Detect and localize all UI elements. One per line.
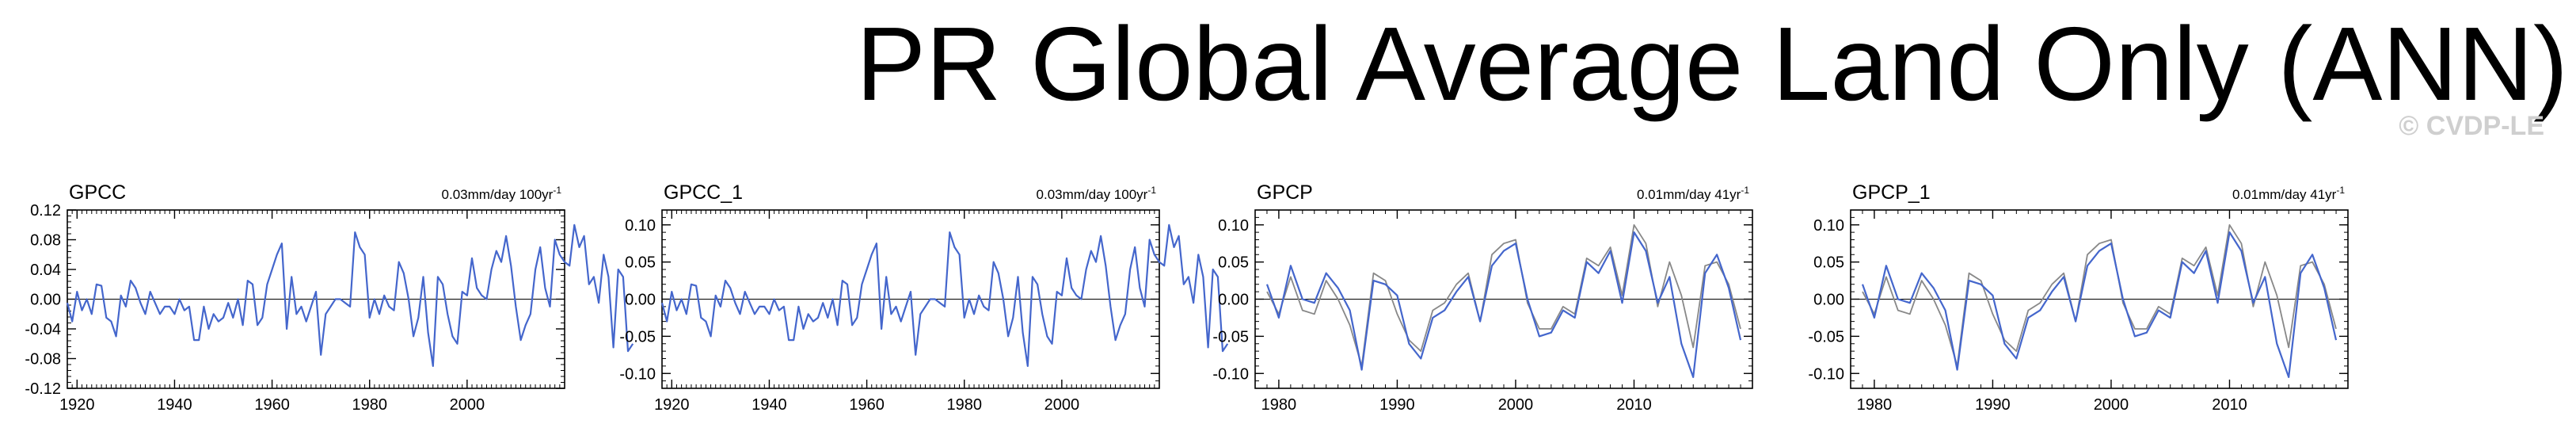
trend-value: 0.01mm/day 41yr	[2232, 187, 2337, 202]
trend-label: 0.03mm/day 100yr-1	[1037, 185, 1157, 202]
series-line-1	[660, 223, 1229, 367]
chart-panel-2: 1920 1940 1960 1980 2000 -0.10 -0.05 0.00 0.05 0.…	[619, 181, 1229, 414]
y-tick-label: 0.00	[30, 292, 61, 309]
panel-title: GPCC	[69, 181, 126, 204]
series-line-2	[1265, 231, 1742, 378]
x-tick-label: 1980	[1261, 396, 1297, 414]
trend-value: 0.01mm/day 41yr	[1637, 187, 1741, 202]
figure-title: PR Global Average Land Only (ANN)	[856, 6, 2568, 122]
x-tick-label: 1990	[1975, 396, 2011, 414]
x-tick-label: 2000	[2094, 396, 2129, 414]
y-tick-label: 0.00	[1813, 292, 1844, 309]
x-tick-label: 1960	[849, 396, 885, 414]
x-tick-label: 2000	[450, 396, 485, 414]
y-tick-label: -0.05	[619, 328, 656, 346]
y-tick-label: -0.05	[1212, 328, 1249, 346]
y-tick-label: -0.04	[25, 321, 61, 338]
chart-panel-1: 1920 1940 1960 1980 2000 -0.12 -0.08 -0.04 0.00 0…	[25, 181, 634, 414]
x-tick-label: 1920	[59, 396, 95, 414]
y-tick-label: 0.05	[1218, 254, 1249, 272]
series-line-1	[1862, 223, 2337, 367]
x-tick-label: 1980	[352, 396, 387, 414]
trend-exponent: -1	[553, 185, 561, 196]
x-tick-label: 1980	[1857, 396, 1893, 414]
y-tick-label: -0.08	[25, 351, 61, 369]
trend-exponent: -1	[1741, 185, 1749, 196]
chart-panel-3: 1980 1990 2000 2010 -0.10 -0.05 0.00 0.05 0.10 GP…	[1212, 181, 1753, 414]
series-line-1	[66, 223, 634, 367]
panel-title: GPCC_1	[664, 181, 743, 204]
chart-panel-4: 1980 1990 2000 2010 -0.10 -0.05 0.00 0.05 0.10 GP…	[1808, 181, 2349, 414]
trend-exponent: -1	[2336, 185, 2345, 196]
y-tick-label: 0.10	[1813, 217, 1844, 235]
x-tick-label: 1920	[654, 396, 690, 414]
x-tick-label: 2000	[1044, 396, 1080, 414]
trend-label: 0.03mm/day 100yr-1	[442, 185, 562, 202]
y-tick-label: 0.00	[625, 292, 656, 309]
series-line-1	[1266, 223, 1741, 367]
trend-exponent: -1	[1147, 185, 1156, 196]
y-tick-label: -0.10	[1808, 365, 1844, 383]
x-tick-label: 1940	[751, 396, 787, 414]
y-tick-label: -0.10	[1212, 365, 1249, 383]
x-tick-label: 2000	[1498, 396, 1534, 414]
x-tick-label: 2010	[1616, 396, 1652, 414]
y-tick-label: 0.10	[625, 217, 656, 235]
x-tick-label: 1980	[946, 396, 982, 414]
y-tick-label: 0.05	[625, 254, 656, 272]
y-tick-label: 0.10	[1218, 217, 1249, 235]
y-tick-label: -0.05	[1808, 328, 1844, 346]
watermark: © CVDP-LE	[2399, 111, 2544, 141]
series-line-2	[1861, 231, 2338, 378]
panel-title: GPCP	[1257, 181, 1313, 204]
y-tick-label: 0.00	[1218, 292, 1249, 309]
y-tick-label: 0.04	[30, 262, 61, 279]
y-tick-label: -0.10	[619, 365, 656, 383]
x-tick-label: 1940	[157, 396, 192, 414]
panel-title: GPCP_1	[1852, 181, 1931, 204]
x-tick-label: 1960	[254, 396, 290, 414]
trend-label: 0.01mm/day 41yr-1	[1637, 185, 1749, 202]
y-tick-label: 0.12	[30, 202, 61, 220]
y-tick-label: -0.12	[25, 380, 61, 398]
trend-value: 0.03mm/day 100yr	[1037, 187, 1148, 202]
x-tick-label: 2010	[2212, 396, 2247, 414]
y-tick-label: 0.05	[1813, 254, 1844, 272]
trend-label: 0.01mm/day 41yr-1	[2232, 185, 2345, 202]
x-tick-label: 1990	[1379, 396, 1415, 414]
trend-value: 0.03mm/day 100yr	[442, 187, 554, 202]
y-tick-label: 0.08	[30, 232, 61, 250]
